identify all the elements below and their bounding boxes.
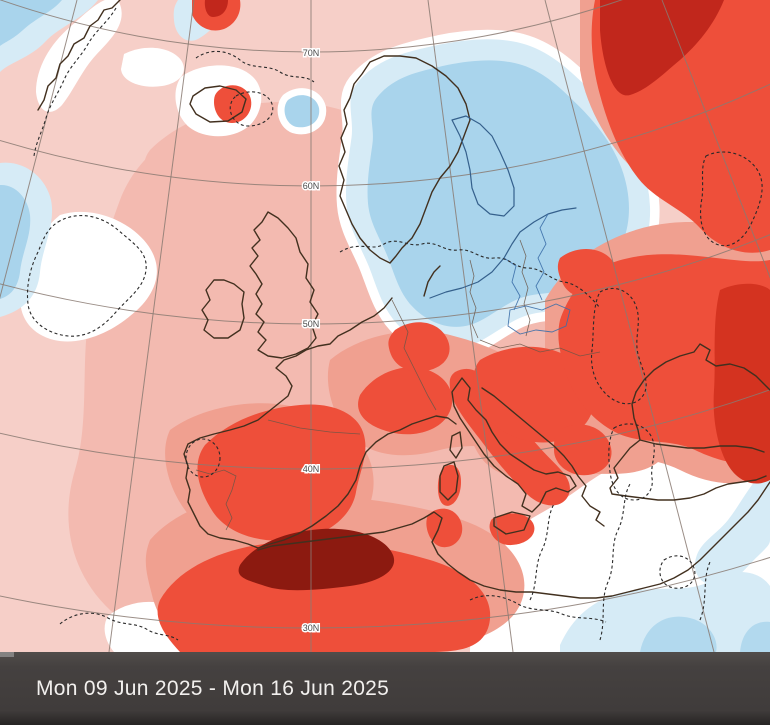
coastline-black-sea-west-south bbox=[631, 391, 765, 453]
anomaly-region-maroon-morocco bbox=[238, 528, 395, 591]
anomaly-region-blue-northsea-core bbox=[284, 95, 320, 128]
anomaly-region-white-n1 bbox=[121, 47, 184, 87]
border-danube bbox=[479, 339, 601, 357]
meridian-line bbox=[108, 0, 195, 652]
meridian-line bbox=[661, 0, 770, 279]
anomaly-region-red-sicily bbox=[489, 513, 535, 546]
latitude-label-70n: 70N bbox=[303, 48, 320, 58]
contour-canary bbox=[59, 612, 179, 641]
contour-rightedge bbox=[699, 151, 763, 247]
anomaly-region-red-east-nw-lobe bbox=[557, 249, 618, 299]
coastline-iceland bbox=[189, 85, 247, 123]
latitude-labels: 70N 60N 50N 40N 30N bbox=[301, 47, 321, 635]
anomaly-region-blue-se-core2 bbox=[740, 621, 770, 652]
anomaly-fill-layer bbox=[0, 0, 770, 652]
contour-portugal bbox=[185, 438, 221, 478]
border-central-1 bbox=[469, 259, 479, 339]
anomaly-region-deepred-svalbard bbox=[204, 0, 228, 17]
latitude-label-60n: 60N bbox=[303, 181, 320, 191]
border-baltic-coastal bbox=[503, 257, 521, 311]
coastline-denmark bbox=[423, 265, 441, 297]
contour-se-loop bbox=[659, 555, 696, 589]
coastline-italy bbox=[451, 377, 577, 513]
latitude-label-30n: 30N bbox=[303, 623, 320, 633]
anomaly-region-white-greenland bbox=[36, 0, 122, 112]
date-caption-bar: Mon 09 Jun 2025 - Mon 16 Jun 2025 bbox=[0, 652, 770, 725]
coastline-ireland bbox=[201, 279, 245, 339]
coastline-black-sea-north bbox=[635, 343, 770, 393]
coastline-corsica bbox=[449, 431, 463, 459]
meridian-line bbox=[0, 0, 78, 300]
anomaly-region-deepred-topcorner bbox=[600, 0, 724, 96]
coastline-sardinia bbox=[439, 461, 459, 501]
contour-blacksea-west bbox=[590, 288, 647, 405]
coastline-adriatic-balkans bbox=[481, 387, 605, 527]
border-france-east bbox=[391, 299, 437, 411]
coastline-scandinavia bbox=[338, 55, 471, 264]
graticule-layer bbox=[0, 0, 770, 652]
coastline-west-europe bbox=[183, 297, 457, 549]
caption-bar-corner-artifact bbox=[0, 652, 14, 657]
meridian-line bbox=[544, 0, 715, 652]
contour-north-2 bbox=[229, 91, 274, 127]
latitude-label-50n: 50N bbox=[303, 319, 320, 329]
contour-se-1 bbox=[529, 503, 555, 601]
anomaly-region-blue-se-core1 bbox=[640, 616, 717, 652]
contour-atlantic-blob bbox=[26, 215, 147, 337]
date-range-text: Mon 09 Jun 2025 - Mon 16 Jun 2025 bbox=[36, 676, 390, 700]
contour-north-1 bbox=[195, 50, 315, 83]
border-central-2 bbox=[519, 239, 531, 337]
anomaly-region-darkred-rightedge bbox=[713, 283, 770, 484]
anomaly-region-paleblue-levant bbox=[694, 465, 770, 585]
latitude-label-40n: 40N bbox=[303, 464, 320, 474]
coastline-great-britain bbox=[249, 211, 319, 359]
border-baltic-states bbox=[535, 213, 549, 301]
border-pyrenees bbox=[267, 419, 361, 435]
anomaly-region-paleblue-se1 bbox=[560, 571, 770, 652]
coastline-gulf-of-bothnia bbox=[451, 115, 515, 217]
coastline-baltic bbox=[429, 207, 577, 299]
anomaly-region-red-alps2 bbox=[388, 322, 450, 372]
anomaly-region-blue-leftedge-core bbox=[0, 184, 31, 299]
anomaly-region-red-balkans1 bbox=[473, 346, 595, 443]
coastline-anatolia bbox=[609, 439, 767, 501]
anomaly-map-svg: 70N 60N 50N 40N 30N bbox=[0, 0, 770, 652]
anomaly-region-red-alps1 bbox=[358, 367, 453, 435]
contour-libya-coast bbox=[469, 595, 607, 623]
contour-central-europe bbox=[339, 240, 601, 309]
contour-se-2 bbox=[599, 483, 631, 641]
anomaly-region-red-iberia bbox=[197, 404, 366, 541]
contour-se-3 bbox=[699, 561, 711, 621]
coastline-north-africa bbox=[257, 481, 770, 599]
coastline-sicily bbox=[493, 511, 531, 535]
europe-anomaly-map: 70N 60N 50N 40N 30N bbox=[0, 0, 770, 652]
contour-layer bbox=[26, 7, 763, 641]
meridian-line bbox=[427, 0, 514, 652]
border-belarus bbox=[507, 303, 571, 335]
coastline-greenland bbox=[37, 0, 121, 111]
contour-aegean bbox=[608, 423, 655, 501]
anomaly-region-red-tunisia bbox=[426, 508, 463, 548]
coastline-layer bbox=[37, 0, 770, 599]
anomaly-region-white-atlantic bbox=[20, 211, 157, 342]
anomaly-region-blue-topleft-core bbox=[0, 0, 62, 46]
